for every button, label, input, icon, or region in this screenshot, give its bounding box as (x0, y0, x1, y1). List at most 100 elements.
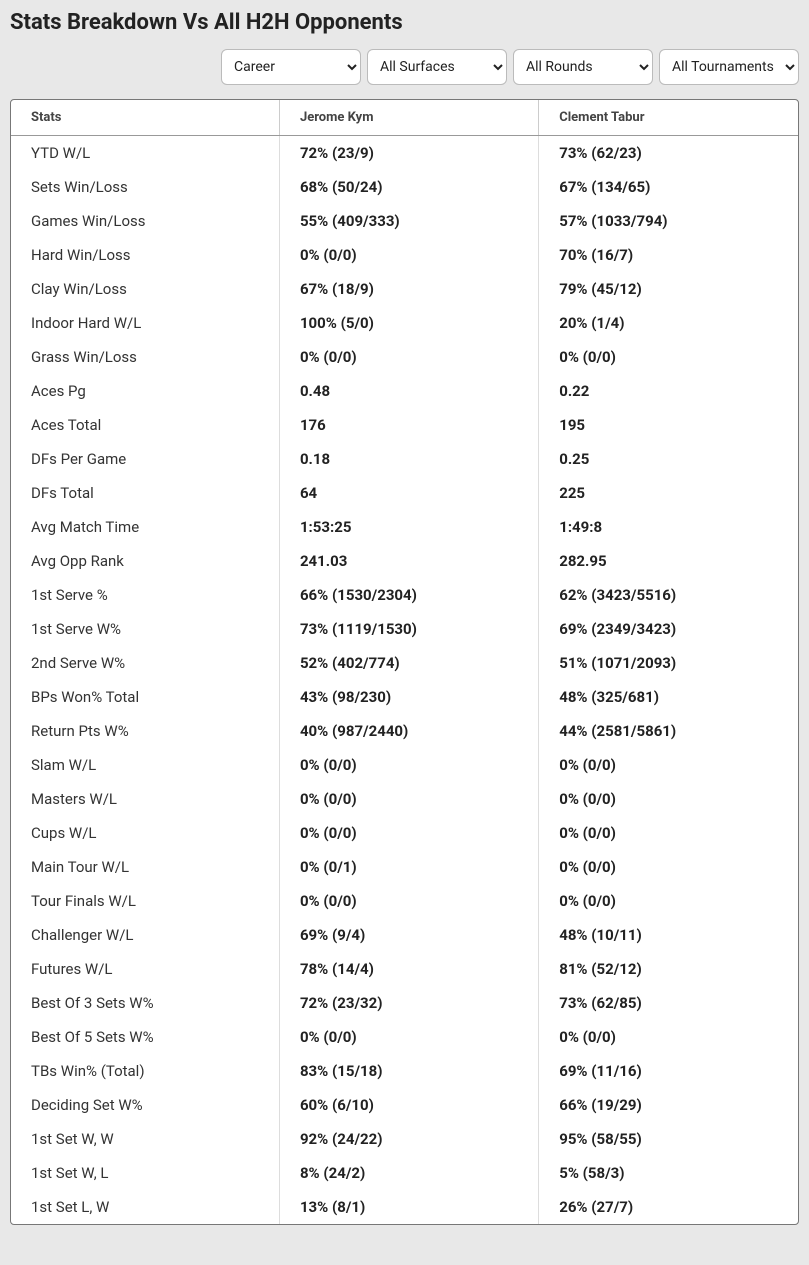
col-header-player2: Clement Tabur (539, 100, 798, 136)
player2-value: 225 (539, 476, 798, 510)
stat-label: Grass Win/Loss (11, 340, 279, 374)
player2-value: 48% (10/11) (539, 918, 798, 952)
table-row: Best Of 5 Sets W%0% (0/0)0% (0/0) (11, 1020, 798, 1054)
player1-value: 73% (1119/1530) (279, 612, 538, 646)
stat-label: Hard Win/Loss (11, 238, 279, 272)
player1-value: 83% (15/18) (279, 1054, 538, 1088)
table-row: Main Tour W/L0% (0/1)0% (0/0) (11, 850, 798, 884)
player1-value: 0% (0/0) (279, 1020, 538, 1054)
player2-value: 0% (0/0) (539, 816, 798, 850)
filter-bar: Career All Surfaces All Rounds All Tourn… (10, 49, 799, 85)
table-row: Slam W/L0% (0/0)0% (0/0) (11, 748, 798, 782)
table-row: 1st Set W, L8% (24/2)5% (58/3) (11, 1156, 798, 1190)
table-row: Grass Win/Loss0% (0/0)0% (0/0) (11, 340, 798, 374)
player2-value: 51% (1071/2093) (539, 646, 798, 680)
player1-value: 0% (0/0) (279, 884, 538, 918)
player1-value: 13% (8/1) (279, 1190, 538, 1224)
stat-label: Indoor Hard W/L (11, 306, 279, 340)
player2-value: 69% (11/16) (539, 1054, 798, 1088)
player2-value: 69% (2349/3423) (539, 612, 798, 646)
player1-value: 68% (50/24) (279, 170, 538, 204)
player1-value: 8% (24/2) (279, 1156, 538, 1190)
player2-value: 0.22 (539, 374, 798, 408)
stat-label: Aces Pg (11, 374, 279, 408)
period-select[interactable]: Career (221, 49, 361, 85)
stat-label: Games Win/Loss (11, 204, 279, 238)
table-row: BPs Won% Total43% (98/230)48% (325/681) (11, 680, 798, 714)
stat-label: Best Of 3 Sets W% (11, 986, 279, 1020)
player1-value: 0% (0/0) (279, 238, 538, 272)
stat-label: TBs Win% (Total) (11, 1054, 279, 1088)
stat-label: Avg Opp Rank (11, 544, 279, 578)
stat-label: Main Tour W/L (11, 850, 279, 884)
player2-value: 81% (52/12) (539, 952, 798, 986)
player1-value: 55% (409/333) (279, 204, 538, 238)
table-row: DFs Total64225 (11, 476, 798, 510)
stat-label: 1st Set W, W (11, 1122, 279, 1156)
table-header-row: Stats Jerome Kym Clement Tabur (11, 100, 798, 136)
player2-value: 0% (0/0) (539, 748, 798, 782)
player1-value: 0% (0/0) (279, 816, 538, 850)
table-row: Hard Win/Loss0% (0/0)70% (16/7) (11, 238, 798, 272)
player2-value: 0% (0/0) (539, 340, 798, 374)
player2-value: 79% (45/12) (539, 272, 798, 306)
player1-value: 1:53:25 (279, 510, 538, 544)
player2-value: 66% (19/29) (539, 1088, 798, 1122)
table-row: Return Pts W%40% (987/2440)44% (2581/586… (11, 714, 798, 748)
table-row: Aces Total176195 (11, 408, 798, 442)
player2-value: 95% (58/55) (539, 1122, 798, 1156)
stat-label: Aces Total (11, 408, 279, 442)
player1-value: 100% (5/0) (279, 306, 538, 340)
player2-value: 20% (1/4) (539, 306, 798, 340)
player1-value: 92% (24/22) (279, 1122, 538, 1156)
stat-label: BPs Won% Total (11, 680, 279, 714)
stat-label: 1st Set W, L (11, 1156, 279, 1190)
table-row: 1st Set L, W13% (8/1)26% (27/7) (11, 1190, 798, 1224)
stat-label: Cups W/L (11, 816, 279, 850)
table-row: Sets Win/Loss68% (50/24)67% (134/65) (11, 170, 798, 204)
page-title: Stats Breakdown Vs All H2H Opponents (10, 10, 799, 35)
table-row: Masters W/L0% (0/0)0% (0/0) (11, 782, 798, 816)
player1-value: 0.18 (279, 442, 538, 476)
player2-value: 26% (27/7) (539, 1190, 798, 1224)
table-row: 1st Serve %66% (1530/2304)62% (3423/5516… (11, 578, 798, 612)
stat-label: Futures W/L (11, 952, 279, 986)
player2-value: 0% (0/0) (539, 850, 798, 884)
stats-table-wrap: Stats Jerome Kym Clement Tabur YTD W/L72… (10, 99, 799, 1225)
table-row: Tour Finals W/L0% (0/0)0% (0/0) (11, 884, 798, 918)
player1-value: 0% (0/0) (279, 782, 538, 816)
col-header-player1: Jerome Kym (279, 100, 538, 136)
player2-value: 195 (539, 408, 798, 442)
player2-value: 44% (2581/5861) (539, 714, 798, 748)
table-row: Indoor Hard W/L100% (5/0)20% (1/4) (11, 306, 798, 340)
player1-value: 52% (402/774) (279, 646, 538, 680)
player1-value: 64 (279, 476, 538, 510)
tournament-select[interactable]: All Tournaments (659, 49, 799, 85)
stat-label: YTD W/L (11, 136, 279, 171)
round-select[interactable]: All Rounds (513, 49, 653, 85)
stat-label: DFs Total (11, 476, 279, 510)
player1-value: 0.48 (279, 374, 538, 408)
player1-value: 0% (0/0) (279, 748, 538, 782)
table-row: Deciding Set W%60% (6/10)66% (19/29) (11, 1088, 798, 1122)
player2-value: 282.95 (539, 544, 798, 578)
surface-select[interactable]: All Surfaces (367, 49, 507, 85)
player2-value: 48% (325/681) (539, 680, 798, 714)
stat-label: Avg Match Time (11, 510, 279, 544)
player1-value: 60% (6/10) (279, 1088, 538, 1122)
stat-label: Slam W/L (11, 748, 279, 782)
player1-value: 40% (987/2440) (279, 714, 538, 748)
table-row: 1st Set W, W92% (24/22)95% (58/55) (11, 1122, 798, 1156)
stat-label: 2nd Serve W% (11, 646, 279, 680)
player1-value: 66% (1530/2304) (279, 578, 538, 612)
player1-value: 72% (23/9) (279, 136, 538, 171)
stat-label: Clay Win/Loss (11, 272, 279, 306)
table-row: Avg Opp Rank241.03282.95 (11, 544, 798, 578)
stat-label: DFs Per Game (11, 442, 279, 476)
table-row: 1st Serve W%73% (1119/1530)69% (2349/342… (11, 612, 798, 646)
table-row: TBs Win% (Total)83% (15/18)69% (11/16) (11, 1054, 798, 1088)
player2-value: 0.25 (539, 442, 798, 476)
stat-label: Challenger W/L (11, 918, 279, 952)
table-row: Cups W/L0% (0/0)0% (0/0) (11, 816, 798, 850)
stat-label: Masters W/L (11, 782, 279, 816)
